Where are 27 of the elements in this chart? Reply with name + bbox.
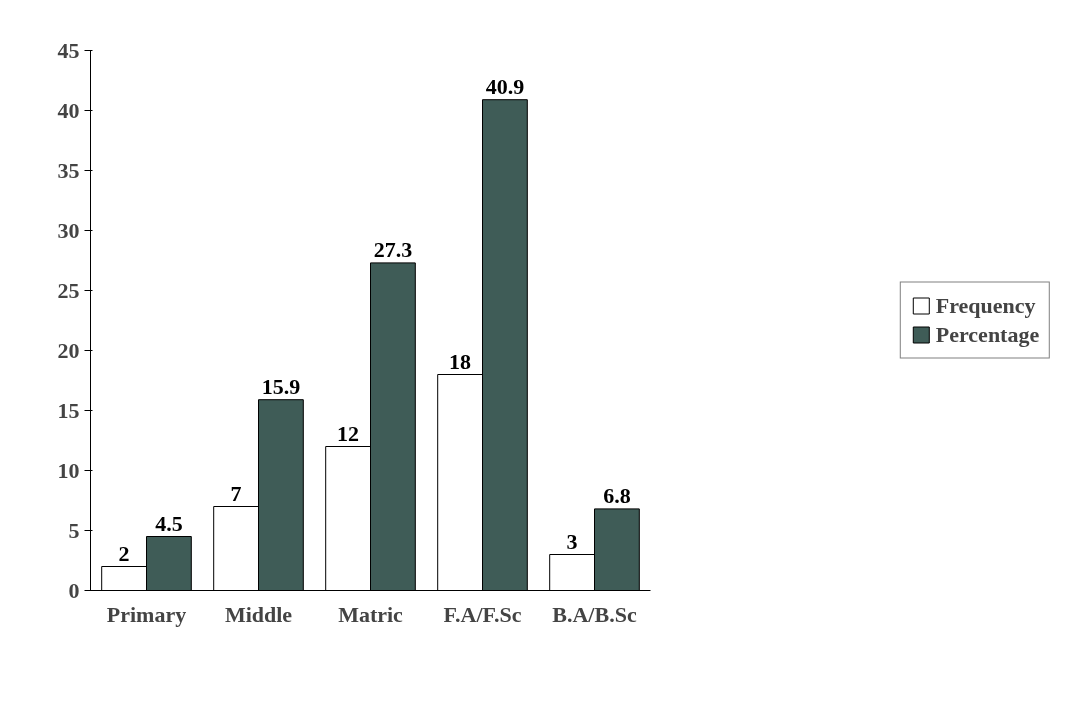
- data-label: 3: [566, 528, 578, 554]
- y-tick-label: 25: [57, 277, 80, 303]
- y-tick-label: 35: [57, 157, 80, 183]
- y-tick-label: 45: [57, 37, 80, 63]
- x-tick-label: B.A/B.Sc: [552, 601, 637, 627]
- data-label: 12: [337, 420, 360, 446]
- y-tick-label: 20: [57, 337, 80, 363]
- data-label: 18: [449, 348, 472, 374]
- legend-label: Frequency: [935, 292, 1036, 319]
- x-tick-label: Matric: [338, 601, 404, 627]
- data-label: 6.8: [603, 482, 631, 508]
- y-tick-label: 30: [57, 217, 80, 243]
- legend-label: Percentage: [935, 321, 1040, 348]
- y-tick-label: 40: [57, 97, 80, 123]
- y-tick-label: 5: [68, 517, 80, 543]
- x-tick-label: Primary: [106, 601, 187, 627]
- y-tick-label: 10: [57, 457, 80, 483]
- data-label: 15.9: [261, 373, 301, 399]
- data-label: 27.3: [373, 236, 413, 262]
- x-tick-label: F.A/F.Sc: [443, 601, 522, 627]
- data-label: 7: [230, 480, 242, 506]
- y-tick-label: 0: [68, 577, 80, 603]
- data-label: 2: [118, 540, 130, 566]
- data-label: 4.5: [155, 510, 183, 536]
- x-tick-label: Middle: [224, 601, 293, 627]
- y-tick-label: 15: [57, 397, 80, 423]
- data-label: 40.9: [485, 73, 525, 99]
